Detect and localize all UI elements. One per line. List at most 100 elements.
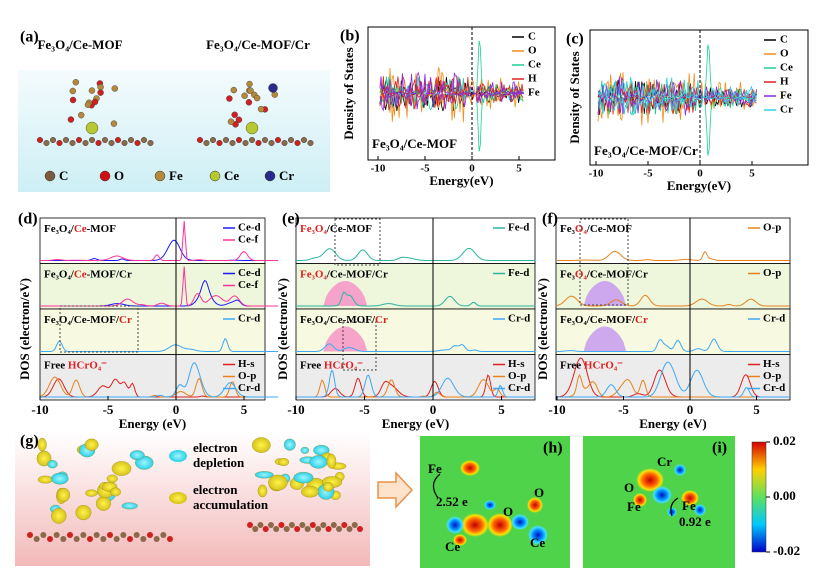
- atom: [255, 139, 262, 146]
- inset-label: Fe₃O₄/Ce-MOF/Cr: [594, 143, 698, 158]
- row-label-part: O₄: [575, 268, 588, 280]
- row-label: Fe₃O₄/Ce-MOF: [300, 223, 372, 235]
- charge-lobe: [85, 489, 98, 497]
- x-tick-label: 0: [469, 163, 475, 175]
- charge-lobe: [300, 446, 310, 454]
- legend-label: depletion: [193, 455, 245, 470]
- legend-label: Cr-d: [508, 313, 530, 325]
- charge-lobe: [268, 474, 288, 491]
- charge-lobe: [322, 482, 334, 492]
- row-background: [295, 217, 536, 264]
- pdos-curve: [39, 376, 278, 398]
- dos-curve: [597, 76, 757, 99]
- accumulation-key: [169, 492, 187, 504]
- legend-label: O-p: [763, 222, 781, 234]
- atom: [50, 136, 57, 143]
- row-label-part: Cr: [635, 314, 648, 326]
- y-axis-label: Density of States: [341, 47, 356, 139]
- x-tick-label: -10: [548, 402, 565, 417]
- legend-label: O: [780, 48, 789, 60]
- x-tick-label: -5: [618, 402, 629, 417]
- pdos-curve: [556, 294, 790, 307]
- highlight-box: [579, 218, 629, 306]
- atom: [97, 89, 104, 96]
- row-label: Fe₃O₄/Ce-MOF: [44, 223, 116, 235]
- charge-lobe: [110, 487, 121, 497]
- row-label-part: -MOF: [87, 223, 117, 235]
- density-blob: [453, 534, 467, 546]
- row-label-part: Fe₃O₄: [300, 268, 327, 280]
- row-label: Fe₃O₄/Ce-MOF/Cr: [300, 268, 388, 280]
- x-tick-label: 0: [697, 168, 703, 180]
- row-label: Fe₃O₄/Ce-MOF/Cr: [44, 314, 132, 326]
- pdos-curve: [296, 369, 536, 398]
- row-label: Free HCrO₄⁻: [44, 359, 107, 371]
- y-axis-label: Density of States: [567, 51, 582, 143]
- charge-lobe: [301, 485, 319, 498]
- atom: [229, 139, 236, 146]
- legend-label: Fe: [169, 168, 183, 183]
- atom: [67, 116, 75, 123]
- atom: [336, 526, 343, 532]
- atom: [120, 532, 127, 538]
- atom: [248, 136, 255, 143]
- pdos-curve: [40, 266, 278, 307]
- legend-label: Cr-d: [763, 313, 785, 325]
- atom: [226, 95, 233, 102]
- legend-label: Cr-d: [508, 382, 530, 394]
- x-axis-label: Energy (eV): [119, 416, 187, 431]
- row-label: Fe₃O₄/Ce-MOF: [560, 223, 632, 235]
- legend-label: C: [780, 34, 788, 46]
- atom: [241, 92, 248, 99]
- atom: [63, 136, 70, 143]
- pdos-curve: [40, 220, 278, 261]
- atom: [88, 136, 95, 143]
- atom: [216, 139, 223, 146]
- x-tick-label: 5: [749, 168, 755, 180]
- legend-label: O: [528, 45, 537, 57]
- legend-label: C: [528, 31, 536, 43]
- legend-label: Cr-d: [763, 382, 785, 394]
- dos-curve: [597, 96, 757, 116]
- legend-label: Ce-d: [238, 222, 261, 234]
- legend-label: Ce: [780, 62, 793, 74]
- atom: [288, 522, 295, 528]
- row-label-part: /Ce-MOF/Cr: [326, 268, 388, 280]
- atom: [60, 536, 67, 542]
- density-blob: [528, 525, 548, 545]
- legend-marker: [209, 170, 221, 182]
- row-label-part: Fe₃O₄/Ce-MOF/: [560, 314, 636, 326]
- pdos-curve: [296, 247, 536, 261]
- legend-label: H: [528, 73, 537, 85]
- legend-label: Cr: [279, 168, 294, 183]
- atom: [33, 536, 40, 542]
- pdos-curve: [557, 361, 790, 398]
- plot-frame: [367, 26, 556, 161]
- legend-label: Ce-f: [238, 234, 258, 246]
- density-blob: [652, 486, 672, 504]
- x-axis-label: Energy(eV): [667, 178, 731, 193]
- panel-label: (f): [542, 211, 558, 228]
- x-tick-label: -10: [371, 163, 386, 175]
- legend-label: O-p: [238, 370, 256, 382]
- legend-marker: [44, 170, 56, 182]
- row-label-part: /Ce-MOF: [586, 223, 632, 235]
- row-label: Free HCrO₄⁻: [300, 359, 363, 371]
- atom: [97, 83, 104, 91]
- atom: [281, 139, 288, 146]
- legend-label: Fe-d: [508, 267, 529, 279]
- legend-label: accumulation: [193, 497, 269, 512]
- atom: [82, 139, 89, 146]
- legend-label: Ce-d: [238, 267, 261, 279]
- atom: [107, 532, 113, 538]
- atom: [235, 116, 243, 123]
- legend-label: Ce: [224, 168, 239, 183]
- atom: [27, 532, 33, 538]
- atom: [268, 83, 278, 93]
- legend-marker: [264, 170, 276, 182]
- row-label-part: Fe₃O₄/: [44, 268, 75, 280]
- density-blob: [461, 513, 489, 537]
- density-blob: [667, 507, 677, 517]
- pdos-curve: [557, 373, 790, 398]
- atom: [330, 522, 337, 528]
